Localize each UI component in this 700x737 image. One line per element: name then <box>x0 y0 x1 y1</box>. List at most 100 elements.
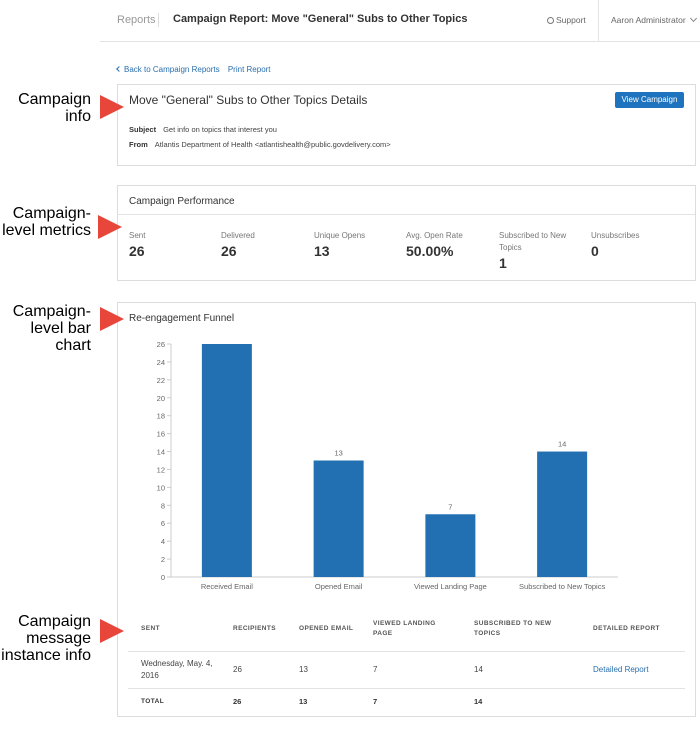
y-tick-label: 24 <box>157 358 165 367</box>
reengagement-funnel-panel: Re-engagement Funnel 0 2 4 6 8 10 12 14 16 18 20 22… <box>117 302 696 717</box>
subject-label: Subject <box>129 125 157 134</box>
table-total-row: TOTAL 26 13 7 14 <box>128 688 685 714</box>
support-link[interactable]: Support <box>547 15 586 25</box>
annotation-arrow <box>100 307 124 331</box>
user-name: Aaron Administrator <box>611 15 686 25</box>
x-category-label: Opened Email <box>315 582 363 591</box>
metric-sent: Sent 26 <box>129 230 145 259</box>
metric-label: Delivered <box>221 231 255 240</box>
col-header-subscribed-new-topics: SUBSCRIBED TO NEW TOPICS <box>474 607 593 652</box>
annotation-text: Campaign-level bar chart <box>12 303 91 354</box>
metric-value: 0 <box>591 243 599 259</box>
metric-value: 50.00% <box>406 243 454 259</box>
cell-opened-email: 13 <box>299 651 373 689</box>
metric-label: Avg. Open Rate <box>406 231 463 240</box>
cell-recipients: 26 <box>233 651 299 689</box>
total-label: TOTAL <box>141 697 165 705</box>
annotation-message-instance: Campaign message instance info <box>0 613 91 664</box>
metric-value: 26 <box>129 243 145 259</box>
cell-sent-date: Wednesday, May. 4, 2016 <box>128 651 233 689</box>
annotation-campaign-info: Campaign info <box>0 91 91 125</box>
metric-value: 26 <box>221 243 237 259</box>
print-report-link[interactable]: Print Report <box>227 65 271 74</box>
col-header-viewed-landing-page: VIEWED LANDING PAGE <box>373 607 474 652</box>
campaign-info-panel: Move "General" Subs to Other Topics Deta… <box>117 84 696 166</box>
header-divider <box>598 0 599 42</box>
y-tick-label: 0 <box>161 573 165 582</box>
x-category-label: Viewed Landing Page <box>414 582 487 591</box>
campaign-performance-title: Campaign Performance <box>129 196 235 207</box>
y-tick-label: 18 <box>157 412 165 421</box>
bar-data-label: 14 <box>558 440 566 449</box>
panel-header: Re-engagement Funnel <box>118 303 695 334</box>
metric-avg-open-rate: Avg. Open Rate 50.00% <box>406 230 463 259</box>
bar-opened-email <box>313 460 364 577</box>
metric-value: 13 <box>314 243 330 259</box>
page-title: Campaign Report: Move "General" Subs to … <box>173 13 468 25</box>
y-tick-label: 12 <box>157 465 165 474</box>
bar-subscribed-to-new-topics <box>537 451 588 577</box>
annotation-arrow <box>100 619 124 643</box>
total-viewed-landing-page: 7 <box>373 696 378 706</box>
annotation-campaign-bar-chart: Campaign-level bar chart <box>0 303 91 354</box>
from-row: From Atlantis Department of Health <atlan… <box>129 140 391 149</box>
annotation-text: Campaign info <box>18 91 91 125</box>
detailed-report-link[interactable]: Detailed Report <box>593 651 685 689</box>
metric-label: Subscribed to New Topics <box>499 231 567 252</box>
y-tick-label: 10 <box>157 483 165 492</box>
cell-viewed-landing-page: 7 <box>373 651 474 689</box>
metric-label: Sent <box>129 231 146 240</box>
table-row: Wednesday, May. 4, 2016 26 13 7 14 Detai… <box>128 651 685 689</box>
annotation-arrow <box>100 95 124 119</box>
total-opened-email: 13 <box>299 696 308 706</box>
bar-received-email <box>201 344 252 577</box>
subject-value: Get info on topics that interest you <box>163 125 277 134</box>
breadcrumb-reports[interactable]: Reports <box>117 14 156 26</box>
table-header-row: SENT RECIPIENTS OPENED EMAIL VIEWED LAND… <box>128 607 685 652</box>
top-header: Reports Campaign Report: Move "General" … <box>100 0 700 42</box>
metric-subscribed-new-topics: Subscribed to New Topics 1 <box>499 230 579 271</box>
campaign-performance-panel: Campaign Performance Sent 26 Delivered 2… <box>117 185 696 281</box>
funnel-chart: 0 2 4 6 8 10 12 14 16 18 20 22 24 26 Received Email 13 O… <box>118 334 695 606</box>
subject-row: Subject Get info on topics that interest … <box>129 125 277 134</box>
annotation-text: Campaign message instance info <box>1 613 91 664</box>
panel-header: Campaign Performance <box>118 186 695 215</box>
total-recipients: 26 <box>233 696 242 706</box>
breadcrumb-divider <box>158 13 159 27</box>
col-header-recipients: RECIPIENTS <box>233 607 299 652</box>
metric-unique-opens: Unique Opens 13 <box>314 230 365 259</box>
chevron-down-icon <box>689 14 697 23</box>
view-campaign-button[interactable]: View Campaign <box>615 92 684 108</box>
user-menu[interactable]: Aaron Administrator <box>611 14 697 25</box>
subnav: Back to Campaign Reports Print Report <box>116 65 271 74</box>
total-empty-cell <box>593 688 685 714</box>
y-tick-label: 16 <box>157 430 165 439</box>
y-tick-label: 2 <box>161 555 165 564</box>
bar-data-label: 7 <box>448 502 452 511</box>
annotation-text: Campaign-level metrics <box>2 205 91 239</box>
y-tick-label: 4 <box>161 537 165 546</box>
campaign-info-title: Move "General" Subs to Other Topics Deta… <box>129 93 368 107</box>
reengagement-funnel-title: Re-engagement Funnel <box>129 313 235 324</box>
col-header-detailed-report: DETAILED REPORT <box>593 607 685 652</box>
y-tick-label: 22 <box>157 376 165 385</box>
y-tick-label: 6 <box>161 519 165 528</box>
x-category-label: Subscribed to New Topics <box>519 582 605 591</box>
metric-unsubscribes: Unsubscribes 0 <box>591 230 639 259</box>
support-label: Support <box>556 15 586 25</box>
back-to-campaign-reports-link[interactable]: Back to Campaign Reports <box>116 65 220 74</box>
col-header-opened-email: OPENED EMAIL <box>299 607 373 652</box>
from-value: Atlantis Department of Health <atlantish… <box>154 140 391 149</box>
metric-delivered: Delivered 26 <box>221 230 255 259</box>
metric-label: Unsubscribes <box>591 231 640 240</box>
cell-subscribed-new-topics: 14 <box>474 651 593 689</box>
message-instance-table: SENT RECIPIENTS OPENED EMAIL VIEWED LAND… <box>128 607 685 714</box>
annotation-arrow <box>98 215 122 239</box>
y-tick-label: 14 <box>157 448 165 457</box>
x-category-label: Received Email <box>201 582 253 591</box>
bar-data-label: 13 <box>334 449 342 458</box>
bar-viewed-landing-page <box>425 514 476 577</box>
col-header-sent: SENT <box>128 607 233 652</box>
annotation-campaign-metrics: Campaign-level metrics <box>0 205 91 239</box>
